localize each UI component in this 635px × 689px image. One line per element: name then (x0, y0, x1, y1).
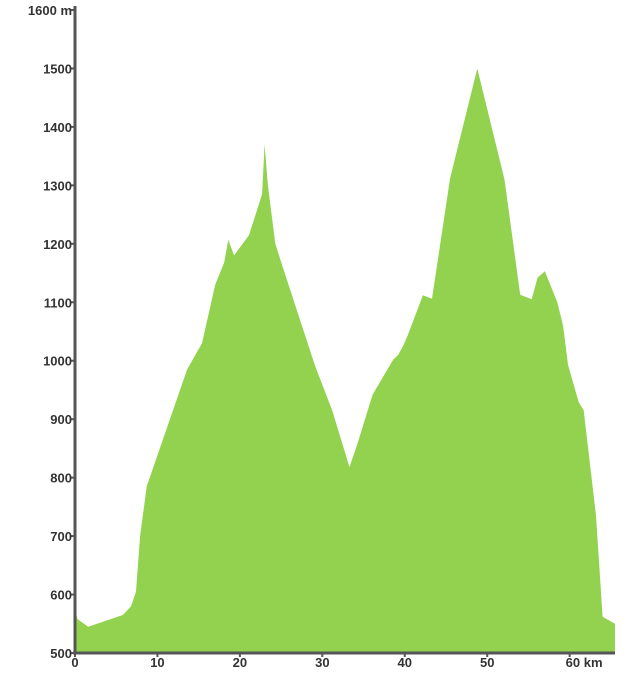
y-tick-label: 1600 m (28, 3, 72, 18)
x-tick-label: 30 (315, 655, 329, 670)
x-tick-label: 60 km (566, 655, 603, 670)
x-tick-label: 0 (71, 655, 78, 670)
x-tick-label: 40 (398, 655, 412, 670)
y-tick-label: 1300 (43, 178, 72, 193)
y-tick-label: 1100 (44, 295, 72, 310)
axes (73, 6, 615, 655)
y-tick-label: 800 (50, 471, 72, 486)
x-axis-ticks: 0 10 20 30 40 50 60 km (71, 653, 603, 670)
y-tick-label: 1200 (43, 237, 72, 252)
y-tick-label: 500 (50, 646, 72, 661)
y-tick-label: 1400 (43, 120, 72, 135)
x-tick-label: 20 (233, 655, 247, 670)
y-tick-label: 700 (50, 529, 72, 544)
y-tick-label: 600 (50, 588, 72, 603)
y-tick-label: 1500 (43, 61, 72, 76)
x-tick-label: 50 (480, 655, 494, 670)
y-tick-label: 900 (50, 412, 72, 427)
y-axis-ticks: 1600 m 1500 1400 1300 1200 1100 1000 900 800 700 6… (28, 3, 75, 661)
elevation-area-series-0 (75, 68, 615, 653)
elevation-area-layer (75, 68, 615, 653)
y-tick-label: 1000 (43, 354, 72, 369)
x-tick-label: 10 (150, 655, 164, 670)
